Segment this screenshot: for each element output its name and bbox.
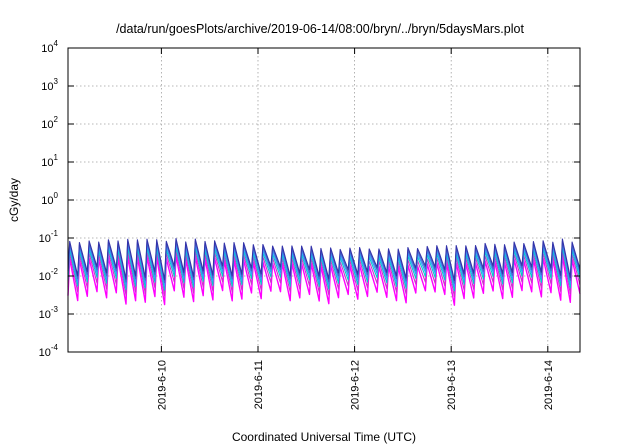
x-axis: 2019-6-10 2019-6-11 2019-6-12 2019-6-13 2019… xyxy=(156,48,555,410)
chart-title: /data/run/goesPlots/archive/2019-06-14/0… xyxy=(116,22,524,36)
y-tick-label: 10-4 xyxy=(39,343,59,359)
x-tick-label: 2019-6-13 xyxy=(446,360,458,410)
x-axis-label: Coordinated Universal Time (UTC) xyxy=(232,430,416,444)
y-tick-label: 102 xyxy=(41,115,58,131)
y-tick-label: 104 xyxy=(41,39,58,55)
y-tick-label: 100 xyxy=(41,191,58,207)
y-tick-label: 10-1 xyxy=(39,229,59,245)
y-tick-label: 103 xyxy=(41,77,58,93)
y-tick-label: 101 xyxy=(41,153,58,169)
x-tick-label: 2019-6-12 xyxy=(350,360,362,410)
y-axis: 10-4 10-3 10-2 10-1 100 101 102 103 104 xyxy=(39,39,580,359)
x-tick-label: 2019-6-14 xyxy=(543,360,555,410)
x-tick-label: 2019-6-11 xyxy=(253,360,265,409)
series-group xyxy=(67,238,581,306)
x-tick-label: 2019-6-10 xyxy=(156,360,168,410)
y-axis-label: cGy/day xyxy=(7,178,21,222)
grid xyxy=(68,48,580,352)
y-tick-label: 10-2 xyxy=(39,267,59,283)
y-tick-label: 10-3 xyxy=(39,305,59,321)
series-line xyxy=(67,238,581,281)
